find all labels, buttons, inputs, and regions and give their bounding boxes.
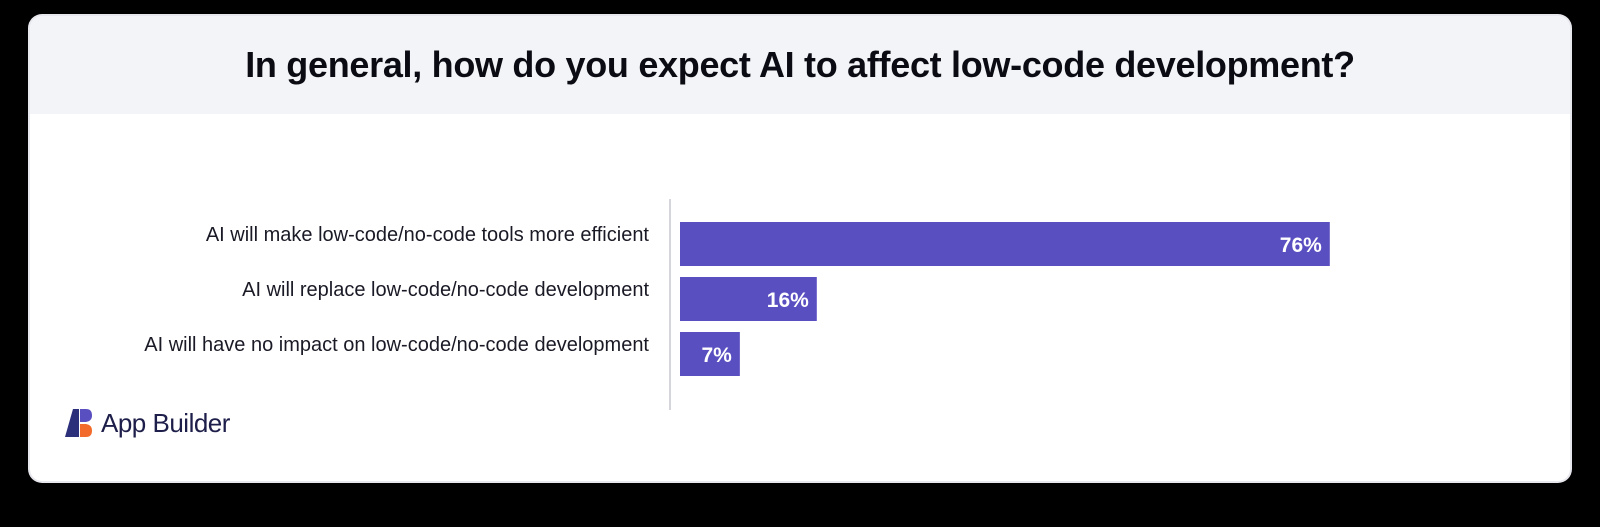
chart-title: In general, how do you expect AI to affe… [245, 44, 1355, 85]
bar-value-label-2: 16% [767, 289, 809, 312]
category-label-2: AI will replace low-code/no-code develop… [242, 279, 649, 301]
bar-value-label-3: 7% [701, 344, 732, 367]
bar-value-label-1: 76% [1280, 234, 1322, 257]
bar-1 [680, 222, 1330, 266]
category-label-1: AI will make low-code/no-code tools more… [206, 224, 650, 246]
bars-layer: 76% AI will make low-code/no-code tools m… [144, 222, 1330, 376]
chart-card: In general, how do you expect AI to affe… [30, 16, 1570, 481]
app-builder-logo: App Builder [63, 406, 230, 440]
app-builder-logo-icon [65, 409, 92, 437]
bar-2 [680, 277, 817, 321]
bar-chart: 76% AI will make low-code/no-code tools m… [144, 199, 1330, 410]
category-label-3: AI will have no impact on low-code/no-co… [144, 334, 649, 356]
brand-name: App Builder [101, 407, 230, 438]
chart-header: In general, how do you expect AI to affe… [30, 16, 1570, 114]
bar-3 [680, 332, 740, 376]
